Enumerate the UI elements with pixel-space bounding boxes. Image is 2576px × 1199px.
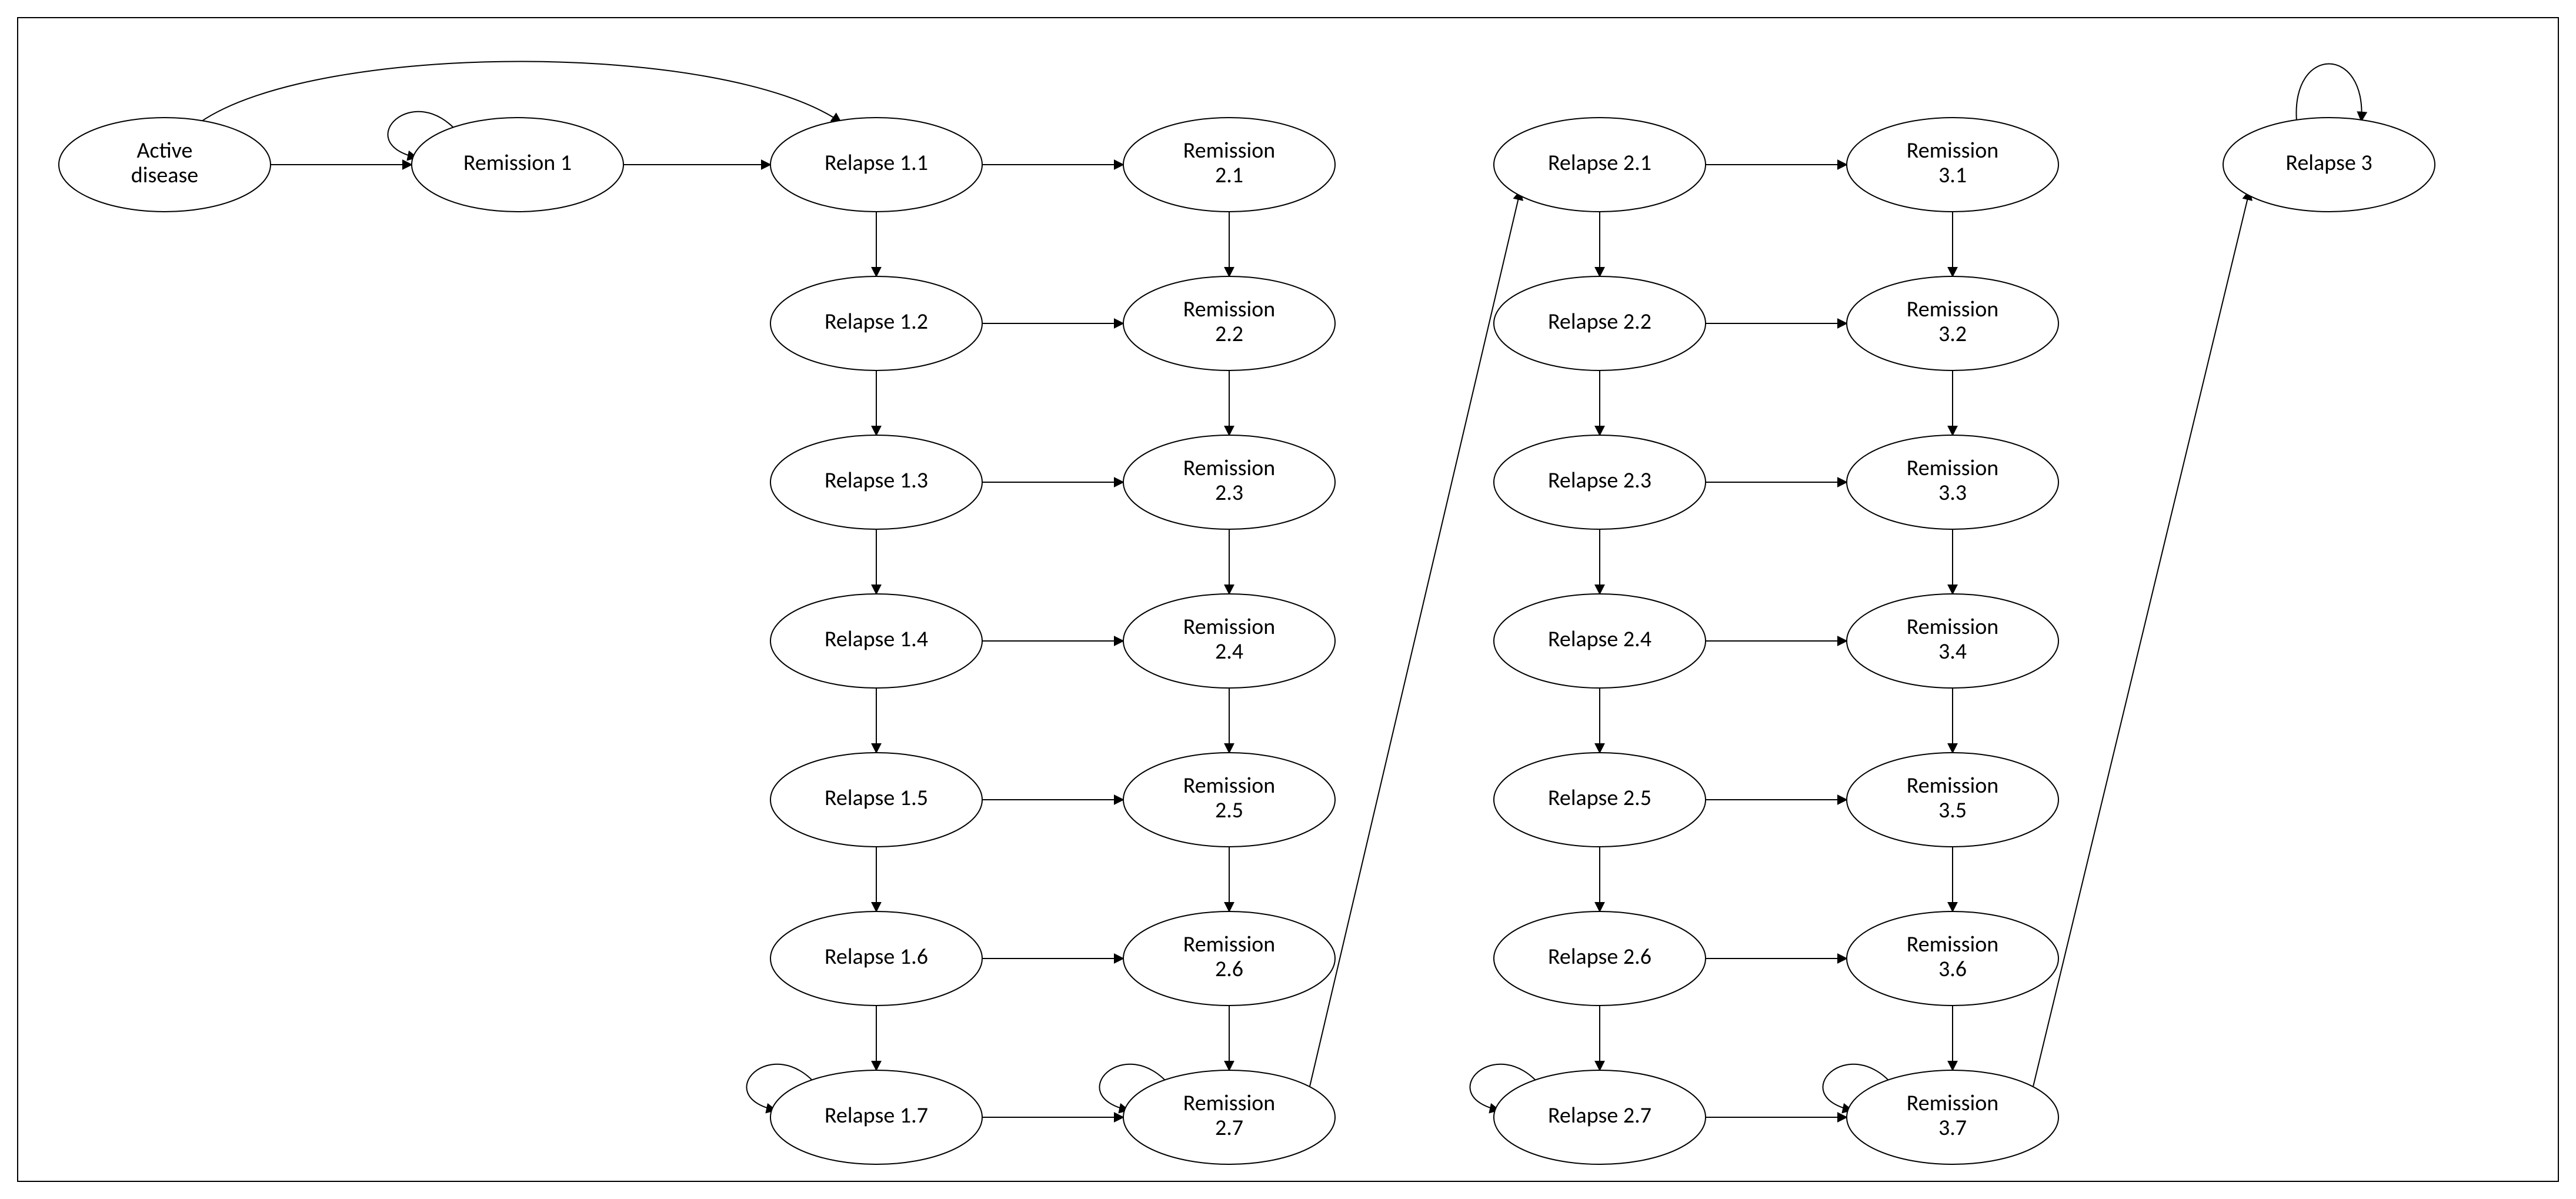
node-label-rem2_6-1: 2.6 <box>1215 956 1243 983</box>
node-rem3_4: Remission3.4 <box>1847 594 2058 688</box>
node-rel1_4: Relapse 1.4 <box>770 594 982 688</box>
node-label-rel1_5-0: Relapse 1.5 <box>825 784 928 811</box>
node-label-rem2_3-1: 2.3 <box>1215 479 1243 506</box>
node-label-rem3_6-1: 3.6 <box>1938 956 1967 983</box>
node-rem2_6: Remission2.6 <box>1123 911 1335 1006</box>
node-label-rem3_4-1: 3.4 <box>1938 638 1967 665</box>
node-label-rem3_1-0: Remission <box>1907 137 1998 164</box>
node-rel3: Relapse 3 <box>2223 118 2435 212</box>
node-label-rem3_5-1: 3.5 <box>1938 797 1967 824</box>
node-rel1_2: Relapse 1.2 <box>770 276 982 370</box>
node-label-rem2_5-0: Remission <box>1183 772 1275 799</box>
node-label-rem2_4-0: Remission <box>1183 613 1275 640</box>
node-label-rem2_6-0: Remission <box>1183 931 1275 958</box>
node-rel2_3: Relapse 2.3 <box>1494 435 1706 529</box>
node-rem2_5: Remission2.5 <box>1123 753 1335 847</box>
node-rel1_5: Relapse 1.5 <box>770 753 982 847</box>
node-label-rel2_3-0: Relapse 2.3 <box>1548 467 1651 494</box>
node-rel1_1: Relapse 1.1 <box>770 118 982 212</box>
node-rem3_2: Remission3.2 <box>1847 276 2058 370</box>
node-label-rel1_6-0: Relapse 1.6 <box>825 943 928 970</box>
node-rel2_2: Relapse 2.2 <box>1494 276 1706 370</box>
node-label-rem2_3-0: Remission <box>1183 455 1275 482</box>
node-label-rel1_7-0: Relapse 1.7 <box>825 1102 928 1129</box>
node-label-rem3_2-1: 3.2 <box>1938 320 1967 348</box>
state-diagram: Activedisease Remission 1 Relapse 1.1 Relap… <box>0 0 2576 1199</box>
node-rem3_1: Remission3.1 <box>1847 118 2058 212</box>
node-label-rem3_1-1: 3.1 <box>1938 162 1967 189</box>
edge-arc-active-to-relapse1 <box>200 62 841 123</box>
node-label-rem3_6-0: Remission <box>1907 931 1998 958</box>
node-label-rem3_3-1: 3.3 <box>1938 479 1967 506</box>
node-active: Activedisease <box>59 118 271 212</box>
node-label-rem2_5-1: 2.5 <box>1215 797 1243 824</box>
node-rel2_4: Relapse 2.4 <box>1494 594 1706 688</box>
node-rem1: Remission 1 <box>412 118 623 212</box>
node-label-rel1_4-0: Relapse 1.4 <box>825 626 928 653</box>
node-label-rem3_7-0: Remission <box>1907 1090 1998 1117</box>
node-label-rel2_6-0: Relapse 2.6 <box>1548 943 1651 970</box>
edge-rem3_7-rel3 <box>2032 191 2250 1091</box>
node-label-rem2_2-0: Remission <box>1183 296 1275 323</box>
node-label-rem3_2-0: Remission <box>1907 296 1998 323</box>
node-label-rem2_2-1: 2.2 <box>1215 320 1243 348</box>
node-label-active-1: disease <box>131 162 198 189</box>
node-label-rem3_5-0: Remission <box>1907 772 1998 799</box>
self-loop-rel3 <box>2296 64 2361 122</box>
node-rem2_4: Remission2.4 <box>1123 594 1335 688</box>
node-rem3_5: Remission3.5 <box>1847 753 2058 847</box>
node-label-rem2_7-1: 2.7 <box>1215 1114 1243 1141</box>
node-label-rem2_7-0: Remission <box>1183 1090 1275 1117</box>
edge-rem2_7-rel2_1 <box>1309 191 1520 1091</box>
node-label-rel1_3-0: Relapse 1.3 <box>825 467 928 494</box>
node-rel2_1: Relapse 2.1 <box>1494 118 1706 212</box>
node-rel1_6: Relapse 1.6 <box>770 911 982 1006</box>
node-label-rel3-0: Relapse 3 <box>2285 149 2372 176</box>
node-label-rel1_2-0: Relapse 1.2 <box>825 308 928 335</box>
node-rem3_3: Remission3.3 <box>1847 435 2058 529</box>
node-label-rem3_7-1: 3.7 <box>1938 1114 1967 1141</box>
node-rel2_7: Relapse 2.7 <box>1494 1070 1706 1164</box>
node-rem2_3: Remission2.3 <box>1123 435 1335 529</box>
node-label-rel2_2-0: Relapse 2.2 <box>1548 308 1651 335</box>
node-label-rem2_1-0: Remission <box>1183 137 1275 164</box>
node-rem3_7: Remission3.7 <box>1847 1070 2058 1164</box>
node-rel1_7: Relapse 1.7 <box>770 1070 982 1164</box>
node-rem2_2: Remission2.2 <box>1123 276 1335 370</box>
node-label-rel2_5-0: Relapse 2.5 <box>1548 784 1651 811</box>
node-label-active-0: Active <box>137 137 193 164</box>
node-rem2_7: Remission2.7 <box>1123 1070 1335 1164</box>
node-rem2_1: Remission2.1 <box>1123 118 1335 212</box>
node-label-rel2_1-0: Relapse 2.1 <box>1548 149 1651 176</box>
node-label-rem2_1-1: 2.1 <box>1215 162 1243 189</box>
node-label-rem2_4-1: 2.4 <box>1215 638 1243 665</box>
node-rem3_6: Remission3.6 <box>1847 911 2058 1006</box>
node-rel2_5: Relapse 2.5 <box>1494 753 1706 847</box>
node-label-rem1-0: Remission 1 <box>463 149 572 176</box>
node-label-rem3_3-0: Remission <box>1907 455 1998 482</box>
node-label-rel2_4-0: Relapse 2.4 <box>1548 626 1651 653</box>
node-label-rel1_1-0: Relapse 1.1 <box>825 149 928 176</box>
node-label-rel2_7-0: Relapse 2.7 <box>1548 1102 1651 1129</box>
node-rel1_3: Relapse 1.3 <box>770 435 982 529</box>
node-rel2_6: Relapse 2.6 <box>1494 911 1706 1006</box>
node-label-rem3_4-0: Remission <box>1907 613 1998 640</box>
